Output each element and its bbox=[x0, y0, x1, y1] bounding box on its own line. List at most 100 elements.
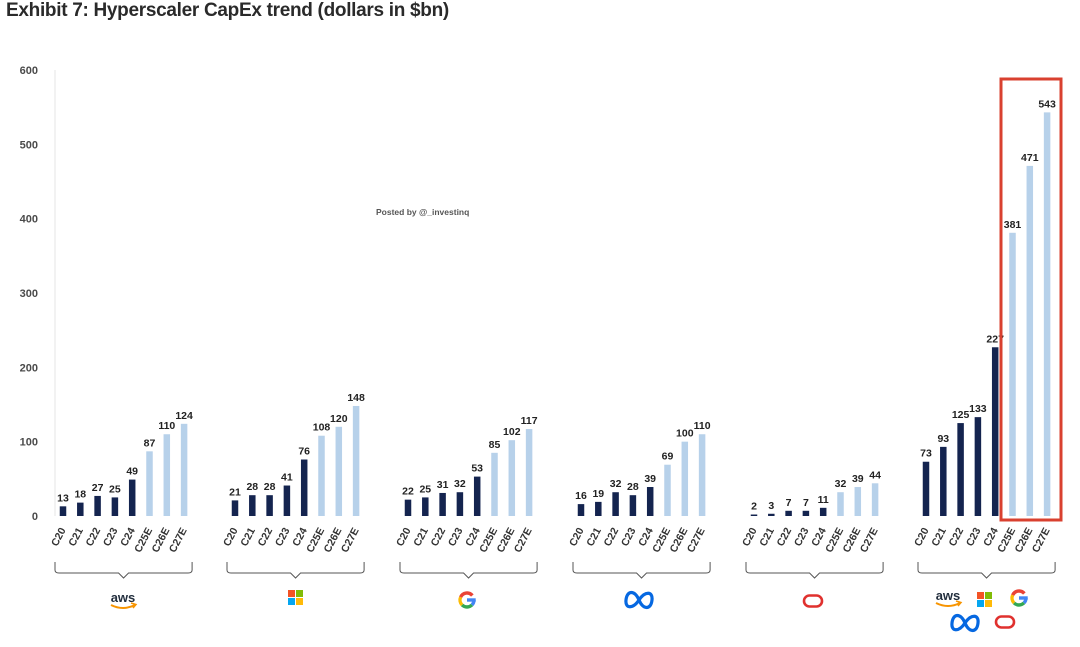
meta-logo-icon bbox=[624, 590, 654, 610]
y-tick-label: 600 bbox=[20, 65, 38, 77]
group-bracket bbox=[54, 562, 193, 579]
data-label: 2 bbox=[751, 501, 757, 513]
bar bbox=[335, 426, 343, 516]
data-label: 85 bbox=[489, 439, 501, 451]
data-label: 125 bbox=[952, 409, 970, 421]
category-label: C22 bbox=[256, 526, 276, 549]
bar bbox=[111, 497, 119, 516]
data-label: 28 bbox=[246, 481, 258, 493]
y-tick-label: 100 bbox=[20, 437, 38, 449]
data-label: 76 bbox=[298, 446, 310, 458]
category-label: C21 bbox=[66, 526, 86, 549]
bar bbox=[94, 495, 101, 516]
category-label: C22 bbox=[84, 526, 104, 549]
bar-groups: 13C2018C2127C2225C2349C2487C25E110C26E12… bbox=[49, 98, 1056, 579]
bar bbox=[456, 492, 464, 516]
oracle-logo-icon bbox=[802, 594, 824, 608]
category-label: C23 bbox=[273, 526, 293, 549]
data-label: 120 bbox=[330, 413, 348, 425]
aws-logo-text: aws bbox=[111, 590, 136, 605]
category-label: C27E bbox=[339, 526, 362, 555]
data-label: 25 bbox=[109, 483, 121, 495]
group-bracket bbox=[399, 562, 538, 579]
bar bbox=[77, 502, 84, 516]
data-label: 28 bbox=[264, 481, 276, 493]
data-label: 39 bbox=[644, 473, 656, 485]
bar bbox=[352, 405, 360, 516]
bar bbox=[629, 495, 637, 516]
bar bbox=[785, 510, 792, 516]
data-label: 381 bbox=[1004, 219, 1022, 231]
category-label: C20 bbox=[394, 526, 414, 549]
bar bbox=[1026, 165, 1034, 516]
category-label: C23 bbox=[792, 526, 812, 549]
bar-group: 21C2028C2128C2241C2376C24108C25E120C26E1… bbox=[221, 392, 365, 579]
category-label: C22 bbox=[947, 526, 967, 549]
bar bbox=[595, 501, 602, 516]
data-label: 7 bbox=[803, 497, 809, 509]
category-label: C20 bbox=[740, 526, 760, 549]
bar bbox=[819, 507, 827, 516]
data-label: 25 bbox=[419, 483, 431, 495]
bar bbox=[871, 483, 879, 516]
bar bbox=[1009, 232, 1016, 517]
bar bbox=[404, 499, 412, 516]
data-label: 16 bbox=[575, 490, 587, 502]
group-bracket bbox=[745, 562, 884, 579]
category-label: C21 bbox=[757, 526, 777, 549]
y-tick-label: 400 bbox=[20, 214, 38, 226]
bar bbox=[163, 434, 171, 516]
category-label: C21 bbox=[238, 526, 258, 549]
google-logo-icon bbox=[458, 591, 476, 609]
microsoft-logo-icon bbox=[977, 592, 992, 607]
category-label: C27E bbox=[167, 526, 190, 555]
bar bbox=[698, 434, 706, 516]
company-logos: aws aws bbox=[110, 588, 1028, 633]
bar bbox=[128, 479, 136, 516]
data-label: 32 bbox=[610, 478, 622, 490]
google-bar-blue bbox=[467, 598, 476, 602]
category-label: C27E bbox=[1030, 526, 1053, 555]
data-label: 133 bbox=[969, 403, 987, 415]
data-label: 148 bbox=[347, 392, 365, 404]
highlight-box bbox=[999, 77, 1063, 522]
bar bbox=[922, 461, 930, 516]
data-label: 69 bbox=[662, 451, 674, 463]
data-label: 108 bbox=[313, 422, 331, 434]
meta-logo-icon bbox=[950, 613, 980, 633]
bar bbox=[940, 446, 947, 516]
bar-group: 22C2025C2131C2232C2353C2485C25E102C26E11… bbox=[394, 415, 538, 579]
bar bbox=[577, 504, 585, 516]
bar bbox=[957, 423, 964, 516]
data-label: 27 bbox=[92, 482, 104, 494]
bar bbox=[525, 429, 533, 516]
data-label: 13 bbox=[57, 492, 69, 504]
meta-infinity-icon bbox=[624, 590, 654, 610]
bar bbox=[180, 423, 188, 516]
aws-logo-icon: aws bbox=[110, 590, 138, 609]
data-label: 31 bbox=[437, 479, 449, 491]
category-label: C21 bbox=[411, 526, 431, 549]
group-bracket bbox=[226, 562, 365, 579]
microsoft-logo-icon bbox=[288, 590, 303, 605]
bar bbox=[991, 347, 999, 516]
bar bbox=[59, 506, 67, 516]
google-arc-red bbox=[459, 591, 474, 598]
category-label: C23 bbox=[964, 526, 984, 549]
y-tick-label: 200 bbox=[20, 362, 38, 374]
bar bbox=[802, 510, 810, 516]
bar bbox=[508, 440, 516, 516]
category-label: C27E bbox=[685, 526, 708, 555]
y-tick-label: 500 bbox=[20, 139, 38, 151]
data-label: 44 bbox=[869, 469, 881, 481]
bar bbox=[318, 435, 325, 516]
data-label: 28 bbox=[627, 481, 639, 493]
category-label: C20 bbox=[221, 526, 241, 549]
category-label: C23 bbox=[619, 526, 639, 549]
microsoft-square-blue bbox=[288, 598, 295, 605]
bar bbox=[664, 464, 671, 516]
bar bbox=[266, 495, 273, 516]
microsoft-square-blue bbox=[977, 600, 984, 607]
bar-group: 16C2019C2132C2228C2339C2469C25E100C26E11… bbox=[567, 420, 711, 579]
